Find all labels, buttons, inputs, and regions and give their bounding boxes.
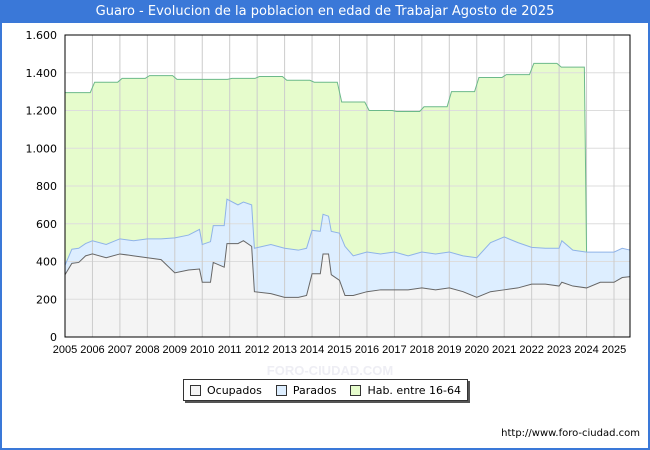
x-tick-label: 2018: [410, 344, 434, 356]
x-tick-label: 2021: [492, 344, 516, 356]
y-tick-label: 200: [36, 293, 57, 306]
x-tick-label: 2009: [163, 344, 187, 356]
x-tick-label: 2014: [300, 344, 324, 356]
x-tick-label: 2011: [218, 344, 242, 356]
legend: Ocupados Parados Hab. entre 16-64: [183, 379, 468, 401]
legend-item-ocupados: Ocupados: [189, 383, 262, 397]
x-tick-label: 2008: [135, 344, 159, 356]
y-tick-label: 1.600: [26, 29, 58, 42]
x-tick-label: 2005: [53, 344, 77, 356]
line-parados: [64, 198, 631, 266]
legend-swatch: [275, 384, 287, 396]
plot-border: [64, 34, 631, 338]
x-tick-label: 2007: [108, 344, 132, 356]
watermark: FORO-CIUDAD.COM: [267, 363, 393, 378]
x-tick-label: 2016: [355, 344, 379, 356]
y-tick-label: 800: [36, 180, 57, 193]
legend-label: Parados: [292, 383, 337, 397]
y-tick-label: 1.400: [26, 67, 58, 80]
x-tick-label: 2025: [602, 344, 626, 356]
area-ocupados: [65, 240, 631, 337]
legend-label: Ocupados: [206, 383, 262, 397]
x-tick-label: 2019: [437, 344, 461, 356]
chart-title: Guaro - Evolucion de la poblacion en eda…: [0, 0, 650, 23]
y-tick-label: 1.000: [26, 142, 58, 155]
legend-label: Hab. entre 16-64: [367, 383, 461, 397]
footer-url: http://www.foro-ciudad.com: [501, 428, 640, 439]
line-ocupados: [64, 240, 631, 298]
y-tick-label: 600: [36, 218, 57, 231]
legend-swatch: [189, 384, 201, 396]
legend-item-parados: Parados: [275, 383, 337, 397]
x-tick-label: 2022: [519, 344, 543, 356]
y-tick-label: 1.200: [26, 105, 58, 118]
x-tick-label: 2012: [245, 344, 269, 356]
y-tick-label: 400: [36, 256, 57, 269]
x-tick-label: 2015: [327, 344, 351, 356]
x-tick-label: 2010: [190, 344, 214, 356]
x-tick-label: 2017: [382, 344, 406, 356]
x-tick-label: 2024: [574, 344, 598, 356]
x-tick-label: 2020: [465, 344, 489, 356]
legend-swatch: [350, 384, 362, 396]
legend-item-hab: Hab. entre 16-64: [350, 384, 461, 397]
x-tick-label: 2013: [272, 344, 296, 356]
x-tick-label: 2023: [547, 344, 571, 356]
y-tick-label: 0: [50, 331, 57, 344]
line-hab: [65, 62, 588, 253]
x-tick-label: 2006: [80, 344, 104, 356]
